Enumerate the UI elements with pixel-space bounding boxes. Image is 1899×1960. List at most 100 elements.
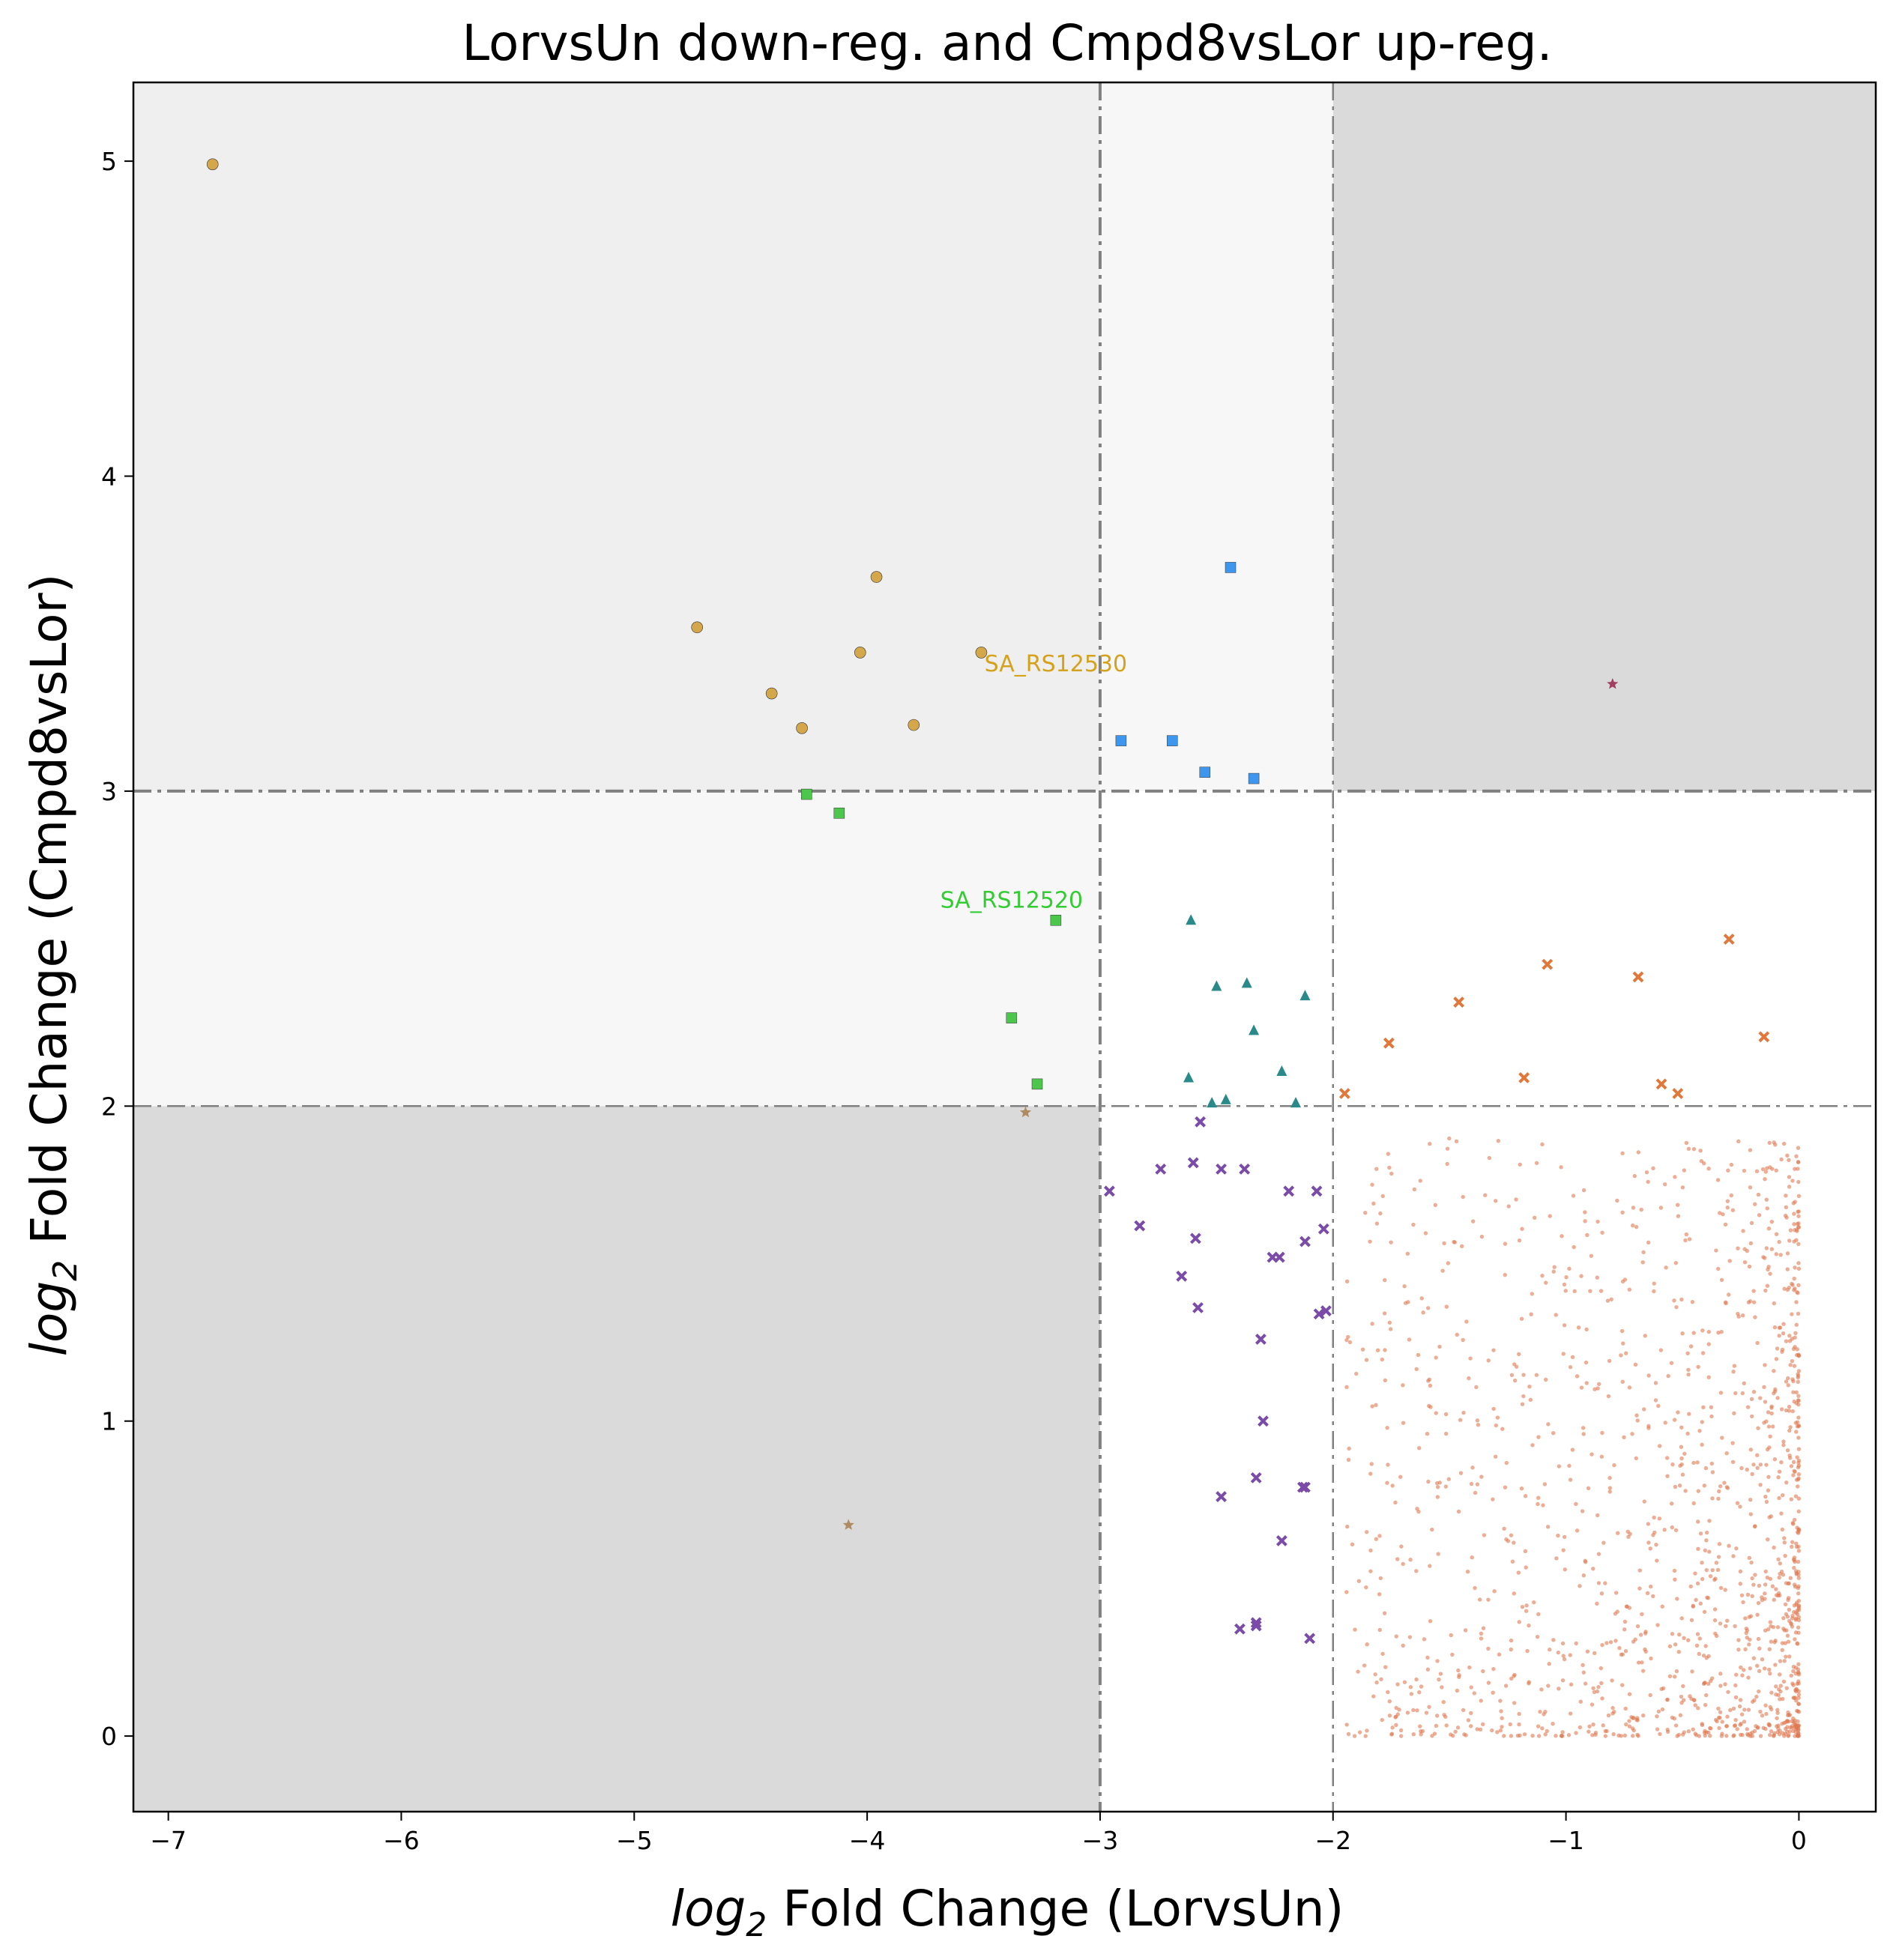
bg-point (1477, 1597, 1482, 1602)
bg-point (1773, 1143, 1778, 1147)
bg-point (1592, 1651, 1597, 1656)
bg-point (1502, 1734, 1506, 1738)
bg-point (1401, 1383, 1405, 1388)
bg-point (1758, 1483, 1763, 1487)
bg-point (1536, 1724, 1541, 1728)
bg-point (1791, 1696, 1796, 1700)
bg-point (1796, 1528, 1802, 1533)
data-point (1258, 1415, 1269, 1427)
bg-point (1352, 1734, 1357, 1738)
bg-point (1753, 1524, 1757, 1528)
bg-point (1769, 1406, 1774, 1410)
bg-point (1393, 1500, 1398, 1505)
bg-point (1796, 1496, 1802, 1501)
bg-point (1665, 1727, 1670, 1732)
data-point (1216, 1163, 1227, 1175)
bg-point (1428, 1141, 1432, 1146)
bg-point (1793, 1494, 1799, 1498)
bg-point (1633, 1362, 1638, 1367)
bg-point (1676, 1650, 1682, 1654)
bg-point (1667, 1674, 1673, 1679)
bg-point (1649, 1656, 1653, 1661)
bg-point (1725, 1199, 1730, 1203)
bg-point (1642, 1499, 1646, 1504)
bg-point (1758, 1709, 1763, 1714)
bg-point (1394, 1634, 1398, 1639)
bg-point (1796, 1424, 1801, 1428)
region-2 (133, 82, 1100, 791)
bg-point (1684, 1140, 1689, 1146)
y-tick-label: 4 (101, 462, 117, 491)
bg-point (1775, 1346, 1780, 1351)
bg-point (1520, 1402, 1525, 1406)
bg-point (1519, 1486, 1524, 1491)
bg-point (1386, 1690, 1390, 1695)
bg-point (1748, 1185, 1753, 1190)
bg-point (1733, 1723, 1738, 1728)
bg-point (1642, 1407, 1646, 1412)
bg-point (1776, 1693, 1781, 1698)
bg-point (1508, 1722, 1512, 1727)
bg-point (1613, 1639, 1618, 1643)
bg-point (1627, 1606, 1632, 1610)
bg-point (1450, 1652, 1455, 1657)
bg-point (1792, 1565, 1796, 1570)
bg-point (1790, 1540, 1795, 1544)
bg-point (1784, 1612, 1789, 1617)
bg-point (1793, 1286, 1797, 1291)
bg-point (1546, 1684, 1551, 1688)
bg-point (1792, 1555, 1797, 1560)
bg-point (1426, 1379, 1431, 1383)
bg-point (1506, 1204, 1511, 1209)
bg-point (1787, 1185, 1792, 1189)
data-point (691, 621, 704, 634)
bg-point (1347, 1340, 1353, 1345)
bg-point (1382, 1611, 1387, 1615)
bg-point (1672, 1298, 1676, 1303)
bg-point (1416, 1352, 1421, 1358)
bg-point (1769, 1219, 1775, 1224)
bg-point (1725, 1206, 1730, 1210)
bg-point (1541, 1503, 1545, 1507)
bg-point (1453, 1729, 1458, 1734)
bg-point (1428, 1618, 1433, 1624)
bg-point (1482, 1533, 1487, 1537)
bg-point (1383, 1348, 1387, 1352)
bg-point (1786, 1713, 1790, 1718)
bg-point (1609, 1297, 1613, 1302)
bg-point (1769, 1639, 1774, 1644)
bg-point (1593, 1732, 1598, 1737)
bg-point (1655, 1714, 1659, 1719)
bg-point (1600, 1230, 1604, 1235)
bg-point (1691, 1727, 1695, 1731)
bg-point (1503, 1272, 1507, 1277)
bg-point (1454, 1139, 1459, 1144)
bg-point (1425, 1306, 1431, 1310)
bg-point (1792, 1399, 1796, 1404)
bg-point (1659, 1687, 1664, 1692)
bg-point (1716, 1330, 1721, 1335)
bg-point (1611, 1731, 1616, 1737)
bg-point (1371, 1694, 1376, 1699)
bg-point (1708, 1574, 1713, 1579)
bg-point (1535, 1634, 1540, 1639)
bg-point (1530, 1443, 1535, 1448)
bg-point (1680, 1472, 1685, 1477)
bg-point (1599, 1454, 1604, 1459)
bg-point (1512, 1591, 1517, 1596)
bg-point (1789, 1464, 1794, 1469)
bg-point (1756, 1426, 1760, 1430)
bg-point (1719, 1329, 1724, 1334)
bg-point (1500, 1725, 1504, 1729)
bg-point (1560, 1678, 1566, 1683)
bg-point (1518, 1162, 1522, 1167)
bg-point (1374, 1167, 1379, 1171)
bg-point (1585, 1649, 1590, 1654)
bg-point (1756, 1600, 1761, 1606)
data-point (1283, 1185, 1295, 1197)
bg-point (1733, 1695, 1739, 1700)
bg-point (1715, 1266, 1721, 1271)
bg-point (1622, 1627, 1627, 1632)
bg-point (1567, 1266, 1572, 1271)
bg-point (1749, 1560, 1754, 1565)
